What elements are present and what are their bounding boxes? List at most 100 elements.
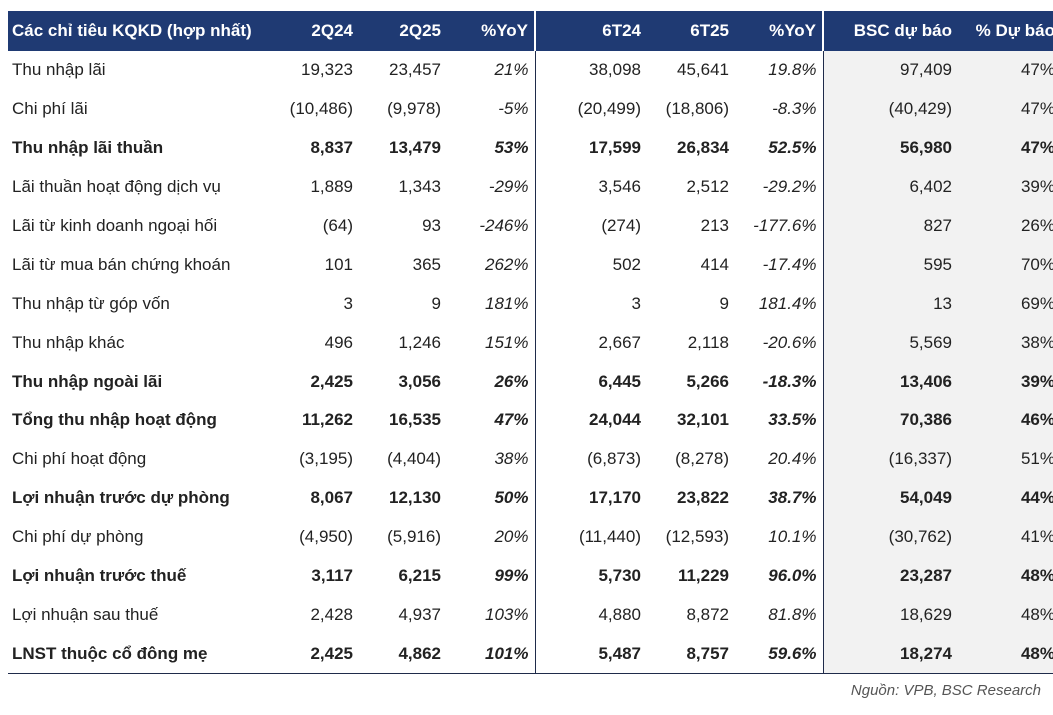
bsc-forecast: 5,569 <box>822 323 958 363</box>
row-label: Tổng thu nhập hoạt động <box>12 410 217 430</box>
header-forecast-pct: % Dự báo <box>958 11 1053 51</box>
row-label: Chi phí dự phòng <box>12 527 144 547</box>
forecast-pct: 47% <box>958 89 1053 129</box>
value-2q25: 16,535 <box>389 410 441 430</box>
row-label: Thu nhập khác <box>12 332 125 352</box>
value-6t25: 2,512 <box>686 177 729 197</box>
row-label: Thu nhập lãi <box>12 60 106 80</box>
row-label: Lãi thuần hoạt động dịch vụ <box>12 177 221 197</box>
value-2q25: (4,404) <box>387 449 441 469</box>
header-6t24: 6T24 <box>534 11 647 51</box>
value-2q24: 2,425 <box>310 371 353 391</box>
value-2q24: 8,067 <box>310 488 353 508</box>
value-2q24: 2,428 <box>310 604 353 624</box>
value-2q25: (5,916) <box>387 527 441 547</box>
value-2q24: 3 <box>343 293 353 313</box>
value-6t25: 45,641 <box>677 60 729 80</box>
bsc-forecast: 13 <box>822 284 958 324</box>
value-2q24: 8,837 <box>310 138 353 158</box>
source-note: Nguồn: VPB, BSC Research <box>850 682 1041 699</box>
header-yoy-quarter: %YoY <box>447 11 535 51</box>
yoy-quarter: 101% <box>447 634 535 674</box>
row-label: Lợi nhuận trước dự phòng <box>12 488 230 508</box>
value-6t24: (11,440) <box>534 517 647 557</box>
value-2q25: (9,978) <box>387 99 441 119</box>
value-6t25: (18,806) <box>665 99 729 119</box>
table-row: LNST thuộc cổ đông mẹ 2,425 4,862 101% 5,487… <box>8 634 1053 674</box>
yoy-quarter: 20% <box>494 527 529 547</box>
value-6t24: 17,599 <box>534 128 647 168</box>
value-6t24: 24,044 <box>534 401 647 440</box>
value-2q24: (64) <box>322 216 353 235</box>
header-row: Các chỉ tiêu KQKD (hợp nhất) 2Q24 2Q25 %YoY… <box>8 11 1053 51</box>
bsc-forecast: 56,980 <box>822 128 958 168</box>
value-6t24: 5,487 <box>534 634 647 674</box>
table-row: Lãi từ kinh doanh ngoại hối (64) 93 -246% (2… <box>8 206 1053 246</box>
yoy-quarter: 181% <box>485 293 529 313</box>
value-2q24: (3,195) <box>299 449 353 469</box>
forecast-pct: 47% <box>958 128 1053 168</box>
table-row: Lợi nhuận sau thuế 2,428 4,937 103% 4,880 8,8… <box>8 595 1053 635</box>
row-label: LNST thuộc cổ đông mẹ <box>8 634 263 674</box>
forecast-pct: 47% <box>958 51 1053 90</box>
row-label: Lãi từ mua bán chứng khoán <box>12 254 231 274</box>
bsc-forecast: (30,762) <box>822 517 958 557</box>
value-2q24: 11,262 <box>301 410 353 430</box>
table-row: Chi phí hoạt động (3,195) (4,404) 38% (6,873… <box>8 439 1053 479</box>
forecast-pct: 44% <box>958 478 1053 518</box>
forecast-pct: 38% <box>958 323 1053 363</box>
value-6t24: 4,880 <box>534 595 647 635</box>
row-label: Lãi từ kinh doanh ngoại hối <box>12 216 218 235</box>
bsc-forecast: 595 <box>822 245 958 285</box>
header-indicator: Các chỉ tiêu KQKD (hợp nhất) <box>8 11 263 51</box>
yoy-half: 181.4% <box>758 293 817 313</box>
yoy-half: -29.2% <box>762 177 817 197</box>
value-2q24: 2,425 <box>263 634 359 674</box>
yoy-half: -17.4% <box>762 254 817 274</box>
value-6t25: (8,278) <box>675 449 729 469</box>
value-6t25: 5,266 <box>686 371 729 391</box>
yoy-half: 20.4% <box>768 449 817 469</box>
table-row: Chi phí dự phòng (4,950) (5,916) 20% (11,440… <box>8 517 1053 557</box>
yoy-half: -8.3% <box>772 99 817 119</box>
value-6t25: 414 <box>700 254 729 274</box>
yoy-half: 96.0% <box>768 566 817 586</box>
value-2q25: 1,343 <box>398 177 441 197</box>
table-row: Chi phí lãi (10,486) (9,978) -5% (20,499) (18… <box>8 89 1053 129</box>
table-row: Thu nhập lãi thuần 8,837 13,479 53% 17,599 26… <box>8 128 1053 168</box>
value-2q25: 12,130 <box>389 488 441 508</box>
table-row: Thu nhập lãi 19,323 23,457 21% 38,098 45,641 1… <box>8 51 1053 90</box>
yoy-half: 33.5% <box>768 410 817 430</box>
yoy-half: 52.5% <box>768 138 817 158</box>
value-2q24: 19,323 <box>301 60 353 80</box>
row-label: Thu nhập ngoài lãi <box>12 371 163 391</box>
row-label: Lợi nhuận sau thuế <box>12 604 159 624</box>
yoy-quarter: 38% <box>494 449 529 469</box>
bsc-forecast: 18,274 <box>822 634 958 674</box>
value-6t25: 9 <box>719 293 729 313</box>
table-row: Lợi nhuận trước thuế 3,117 6,215 99% 5,730 11… <box>8 556 1053 596</box>
bsc-forecast: 6,402 <box>822 167 958 207</box>
value-2q24: 101 <box>324 254 353 274</box>
bsc-forecast: (16,337) <box>822 439 958 479</box>
table-row: Thu nhập ngoài lãi 2,425 3,056 26% 6,445 5,26… <box>8 362 1053 402</box>
yoy-quarter: 50% <box>494 488 529 508</box>
yoy-quarter: 47% <box>494 410 529 430</box>
value-2q25: 13,479 <box>389 138 441 158</box>
header-2q24: 2Q24 <box>263 11 359 51</box>
value-6t25: 32,101 <box>677 410 729 430</box>
bsc-forecast: 827 <box>822 206 958 246</box>
yoy-quarter: -5% <box>498 99 529 119</box>
yoy-half: 59.6% <box>735 634 823 674</box>
value-6t24: 17,170 <box>534 478 647 518</box>
table-row: Lãi thuần hoạt động dịch vụ 1,889 1,343 -29… <box>8 167 1053 207</box>
value-6t24: (274) <box>534 206 647 246</box>
yoy-quarter: 103% <box>485 604 529 624</box>
value-6t24: 6,445 <box>534 362 647 402</box>
bsc-forecast: 13,406 <box>822 362 958 402</box>
yoy-quarter: 21% <box>494 60 529 80</box>
value-2q25: 4,862 <box>359 634 447 674</box>
table-body: Thu nhập lãi 19,323 23,457 21% 38,098 45,641 1… <box>8 51 1053 674</box>
value-6t24: 3,546 <box>534 167 647 207</box>
